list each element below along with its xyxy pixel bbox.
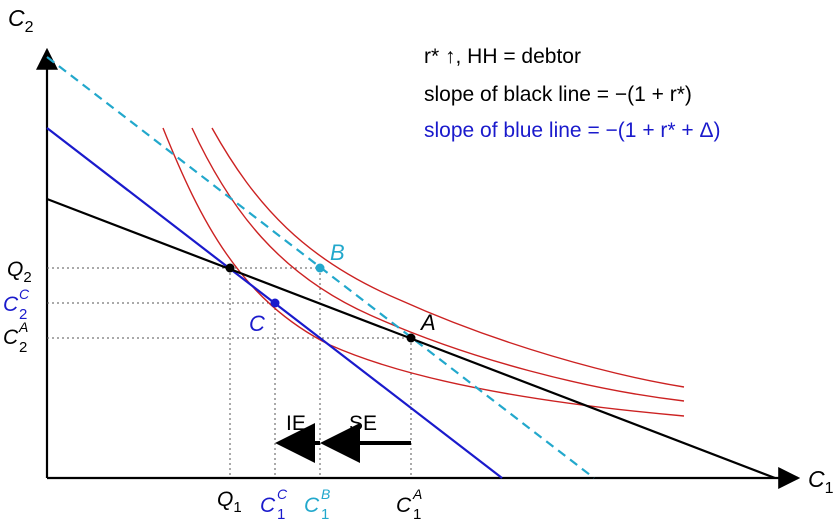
y-tick-q2: Q2 [7,258,32,286]
annotation-blue-slope: slope of blue line = −(1 + r* + Δ) [424,119,721,142]
y-axis-label: C2 [8,5,34,36]
svg-text:A: A [412,486,422,502]
svg-text:C: C [3,293,19,316]
y-tick-c2c: C C 2 [3,286,30,323]
svg-text:1: 1 [321,506,329,523]
point-c [270,298,280,308]
x-tick-q1: Q1 [217,488,242,516]
indifference-curves [162,127,685,417]
ie-label: IE [286,412,306,435]
svg-text:C: C [304,494,320,517]
point-b [315,263,325,273]
svg-text:2: 2 [19,339,27,356]
x-tick-c1c: C C 1 [260,486,288,523]
svg-text:C: C [260,494,276,517]
svg-text:1: 1 [413,506,421,523]
svg-text:C: C [396,494,412,517]
point-b-label: B [330,240,345,265]
point-a-label: A [419,310,436,335]
indifference-curve-middle [191,127,685,402]
point-c-label: C [249,311,265,336]
indifference-curve-outer [211,127,685,388]
x-tick-c1a: C A 1 [396,486,422,523]
svg-text:C: C [19,286,30,302]
svg-text:2: 2 [19,306,27,323]
svg-text:C: C [3,326,19,349]
svg-text:1: 1 [277,506,285,523]
x-axis-label: C1 [808,466,834,497]
svg-text:B: B [321,486,330,502]
x-tick-c1b: C B 1 [304,486,330,523]
svg-text:C: C [277,486,288,502]
indifference-curve-inner [162,127,685,417]
svg-text:A: A [18,319,28,335]
y-tick-c2a: C A 2 [3,319,28,356]
annotation-black-slope: slope of black line = −(1 + r*) [424,83,692,106]
annotation-rate-rise: r* ↑, HH = debtor [424,45,581,68]
se-label: SE [349,412,377,435]
guide-lines [47,267,412,478]
point-q [225,263,235,273]
point-a [406,333,416,343]
